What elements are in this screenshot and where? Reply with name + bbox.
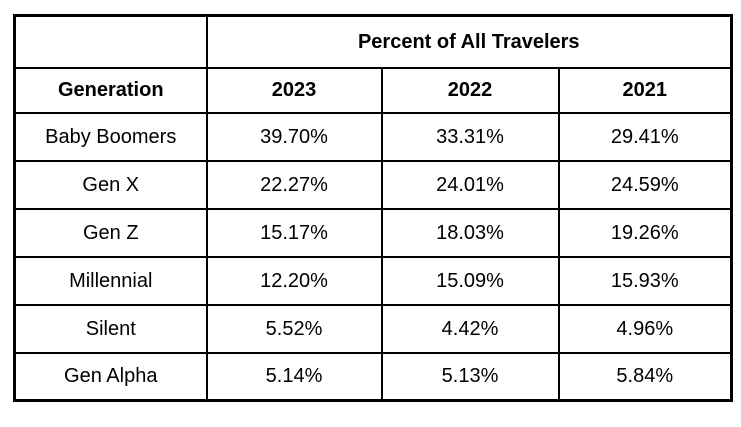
column-header-row: Generation 2023 2022 2021 xyxy=(13,66,733,114)
column-header-2023: 2023 xyxy=(205,66,383,114)
cell-value: 18.03% xyxy=(380,207,560,258)
table-row-gen-z: Gen Z 15.17% 18.03% 19.26% xyxy=(13,207,733,258)
cell-value: 5.52% xyxy=(205,303,383,354)
empty-corner-cell xyxy=(13,14,208,69)
cell-value: 39.70% xyxy=(205,111,383,162)
cell-value: 24.59% xyxy=(557,159,733,210)
cell-value: 4.96% xyxy=(557,303,733,354)
row-label: Baby Boomers xyxy=(13,111,208,162)
row-label: Gen Alpha xyxy=(13,351,208,402)
cell-value: 12.20% xyxy=(205,255,383,306)
column-header-2021: 2021 xyxy=(557,66,733,114)
row-label: Gen X xyxy=(13,159,208,210)
table-row-gen-x: Gen X 22.27% 24.01% 24.59% xyxy=(13,159,733,210)
table-row-millennial: Millennial 12.20% 15.09% 15.93% xyxy=(13,255,733,306)
cell-value: 5.13% xyxy=(380,351,560,402)
cell-value: 15.09% xyxy=(380,255,560,306)
table-title: Percent of All Travelers xyxy=(205,14,733,69)
cell-value: 19.26% xyxy=(557,207,733,258)
spanner-header-row: Percent of All Travelers xyxy=(13,14,733,69)
travelers-percentage-table: Percent of All Travelers Generation 2023… xyxy=(13,14,734,402)
cell-value: 24.01% xyxy=(380,159,560,210)
cell-value: 22.27% xyxy=(205,159,383,210)
cell-value: 15.93% xyxy=(557,255,733,306)
row-label: Silent xyxy=(13,303,208,354)
cell-value: 33.31% xyxy=(380,111,560,162)
table-row-silent: Silent 5.52% 4.42% 4.96% xyxy=(13,303,733,354)
table-row-gen-alpha: Gen Alpha 5.14% 5.13% 5.84% xyxy=(13,351,733,402)
row-label: Gen Z xyxy=(13,207,208,258)
column-header-generation: Generation xyxy=(13,66,208,114)
cell-value: 5.84% xyxy=(557,351,733,402)
row-label: Millennial xyxy=(13,255,208,306)
cell-value: 29.41% xyxy=(557,111,733,162)
cell-value: 4.42% xyxy=(380,303,560,354)
cell-value: 15.17% xyxy=(205,207,383,258)
column-header-2022: 2022 xyxy=(380,66,560,114)
table-row-baby-boomers: Baby Boomers 39.70% 33.31% 29.41% xyxy=(13,111,733,162)
cell-value: 5.14% xyxy=(205,351,383,402)
